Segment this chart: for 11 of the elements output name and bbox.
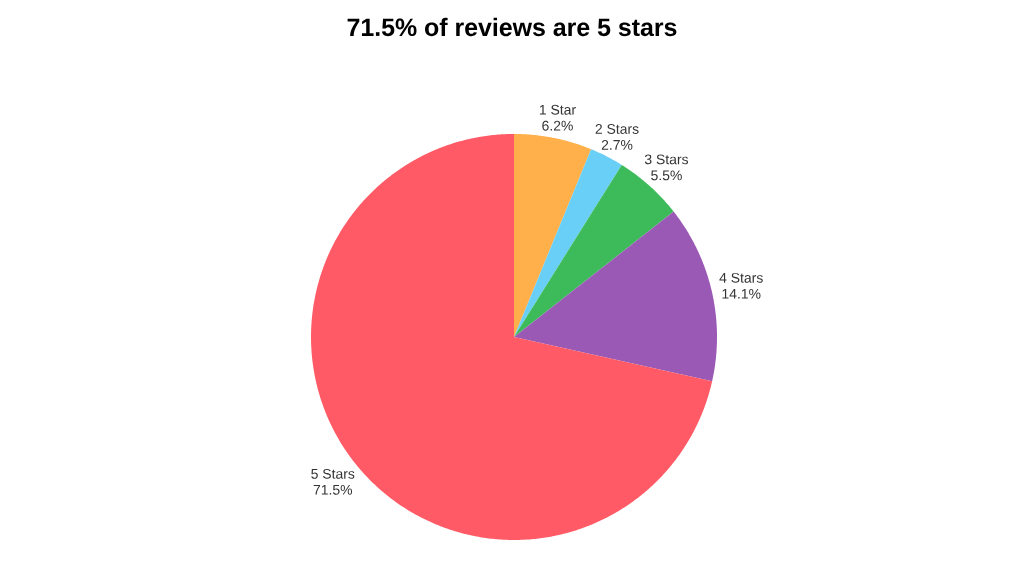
chart-title: 71.5% of reviews are 5 stars <box>347 17 677 37</box>
slice-label: 1 Star <box>539 104 576 115</box>
data-label: 71.5% <box>313 484 353 495</box>
data-label: 2.7% <box>601 139 633 150</box>
slice-label: 2 Stars <box>595 124 639 134</box>
slice-label: 3 Stars <box>644 154 689 165</box>
data-label: 5.5% <box>651 170 682 181</box>
slice-label: 4 Stars <box>719 272 763 283</box>
data-label: 14.1% <box>722 288 761 299</box>
slice-label: 5 Stars <box>311 468 355 479</box>
data-label: 6.2% <box>542 120 573 131</box>
